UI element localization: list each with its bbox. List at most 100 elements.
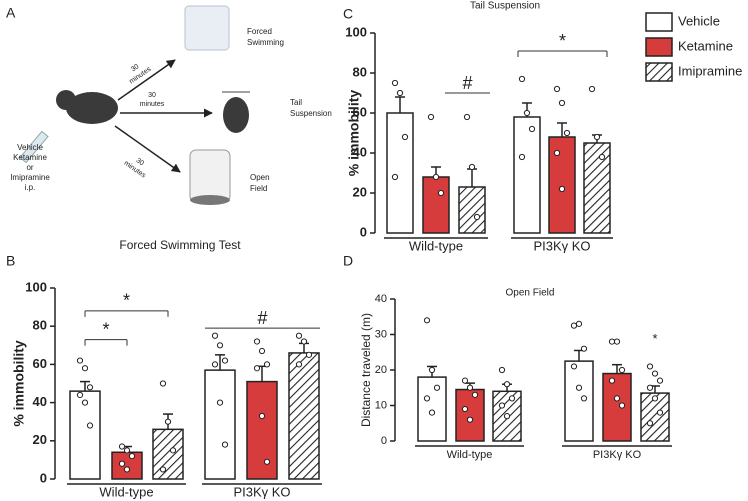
chart-title: Forced Swimming Test bbox=[119, 238, 241, 252]
data-point bbox=[128, 452, 136, 460]
bar bbox=[513, 116, 541, 234]
treatment: or bbox=[26, 163, 33, 172]
data-point bbox=[558, 99, 566, 107]
data-point bbox=[86, 422, 94, 429]
bar bbox=[564, 360, 594, 442]
data-point bbox=[427, 113, 435, 121]
x-tick-label: Wild-type bbox=[447, 449, 493, 461]
annotation: # bbox=[462, 73, 472, 93]
arrow bbox=[114, 125, 181, 173]
y-tick-label: 0 bbox=[360, 224, 367, 239]
bar bbox=[204, 369, 236, 480]
x-tick-label: PI3Kγ KO bbox=[233, 484, 290, 499]
data-point bbox=[169, 447, 177, 454]
data-point bbox=[253, 338, 261, 345]
data-point bbox=[86, 384, 94, 391]
data-point bbox=[580, 345, 588, 352]
data-point bbox=[221, 357, 229, 364]
x-tick-label: PI3Kγ KO bbox=[593, 449, 642, 461]
data-point bbox=[263, 458, 271, 465]
legend-swatch bbox=[645, 12, 673, 32]
legend-swatch bbox=[645, 62, 673, 82]
data-point bbox=[523, 109, 531, 117]
data-point bbox=[656, 409, 664, 416]
data-point bbox=[258, 412, 266, 420]
x-tick-label: Wild-type bbox=[99, 484, 153, 499]
y-tick-label: 40 bbox=[33, 394, 47, 409]
data-point bbox=[433, 384, 441, 391]
data-point bbox=[159, 380, 167, 387]
data-point bbox=[396, 89, 404, 97]
data-point bbox=[295, 332, 303, 339]
data-point bbox=[518, 153, 526, 161]
bar bbox=[583, 142, 611, 234]
data-point bbox=[216, 342, 224, 349]
data-point bbox=[118, 443, 126, 450]
data-point bbox=[461, 405, 469, 413]
data-point bbox=[570, 363, 578, 370]
panel-label: D bbox=[343, 253, 353, 269]
data-point bbox=[466, 384, 474, 391]
data-point bbox=[575, 320, 583, 327]
y-tick-label: 60 bbox=[353, 104, 367, 119]
data-point bbox=[503, 381, 511, 388]
y-axis-label: % immobility bbox=[346, 90, 362, 177]
data-point bbox=[528, 125, 536, 133]
legend-swatch bbox=[645, 37, 673, 57]
test-name: Tail bbox=[290, 98, 302, 107]
data-point bbox=[466, 416, 474, 423]
y-tick-label: 0 bbox=[40, 470, 47, 485]
y-tick-label: 80 bbox=[33, 318, 47, 333]
data-point bbox=[391, 79, 399, 87]
treatment: i.p. bbox=[25, 183, 36, 192]
data-point bbox=[401, 133, 409, 141]
data-point bbox=[211, 332, 219, 339]
data-point bbox=[503, 413, 511, 420]
data-point bbox=[608, 338, 616, 345]
test-name: Forced bbox=[247, 27, 272, 36]
data-point bbox=[553, 149, 561, 157]
bar bbox=[152, 428, 184, 480]
annotation: * bbox=[123, 291, 130, 311]
data-point bbox=[81, 399, 89, 406]
interval: 30 bbox=[130, 63, 140, 73]
data-point bbox=[253, 365, 261, 372]
data-point bbox=[216, 399, 224, 406]
treatment: Ketamine bbox=[13, 153, 47, 162]
interval: 30 bbox=[135, 157, 145, 167]
test-name: Open bbox=[250, 173, 270, 182]
syringe bbox=[19, 130, 49, 164]
data-point bbox=[81, 365, 89, 372]
bar bbox=[386, 112, 414, 234]
annotation: * bbox=[652, 331, 657, 346]
y-tick-label: 100 bbox=[345, 24, 367, 39]
y-tick-label: 30 bbox=[375, 328, 387, 340]
data-point bbox=[471, 391, 479, 398]
data-point bbox=[593, 133, 601, 141]
data-point bbox=[563, 129, 571, 137]
data-point bbox=[651, 395, 659, 402]
panel-label: B bbox=[6, 253, 15, 269]
bar bbox=[417, 376, 447, 442]
treatment: Imipramine bbox=[10, 173, 50, 182]
data-point bbox=[580, 395, 588, 402]
mouse bbox=[66, 92, 118, 124]
bar bbox=[422, 176, 450, 234]
data-point bbox=[164, 418, 172, 425]
data-point bbox=[118, 460, 126, 467]
y-tick-label: 20 bbox=[375, 364, 387, 376]
panel-label: C bbox=[343, 6, 353, 22]
bar bbox=[548, 136, 576, 234]
x-tick-label: PI3Kγ KO bbox=[533, 238, 590, 253]
data-point bbox=[608, 377, 616, 384]
cylinder-base bbox=[190, 195, 230, 205]
data-point bbox=[588, 85, 596, 93]
bar bbox=[458, 186, 486, 234]
mouse bbox=[223, 97, 249, 133]
data-point bbox=[646, 363, 654, 370]
data-point bbox=[463, 113, 471, 121]
y-tick-label: 20 bbox=[33, 432, 47, 447]
data-point bbox=[432, 173, 440, 181]
data-point bbox=[498, 402, 506, 409]
